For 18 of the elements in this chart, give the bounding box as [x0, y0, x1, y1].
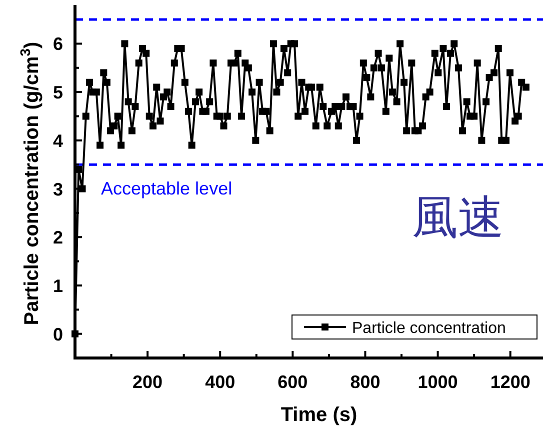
- annotation: 風速: [412, 190, 504, 244]
- y-tick-label: 0: [52, 324, 63, 344]
- y-tick-label: 4: [52, 130, 63, 151]
- legend-label: Particle concentration: [352, 320, 506, 337]
- x-axis-title: Time (s): [280, 404, 358, 426]
- y-tick-label: 5: [52, 82, 63, 103]
- x-tick-label: 400: [205, 372, 236, 392]
- x-tick-label: 1200: [490, 372, 530, 392]
- y-tick-label: 3: [52, 179, 63, 200]
- x-tick-label: 600: [278, 372, 308, 392]
- y-tick-label: 2: [52, 228, 63, 248]
- x-tick-label: 200: [132, 372, 163, 392]
- legend: Particle concentration: [292, 314, 538, 340]
- y-tick-label: 1: [52, 276, 63, 296]
- x-tick-label: 800: [350, 372, 380, 392]
- y-tick-label: 6: [52, 34, 63, 54]
- ref-line-label: Acceptable level: [101, 178, 232, 199]
- x-tick-label: 1000: [418, 372, 458, 392]
